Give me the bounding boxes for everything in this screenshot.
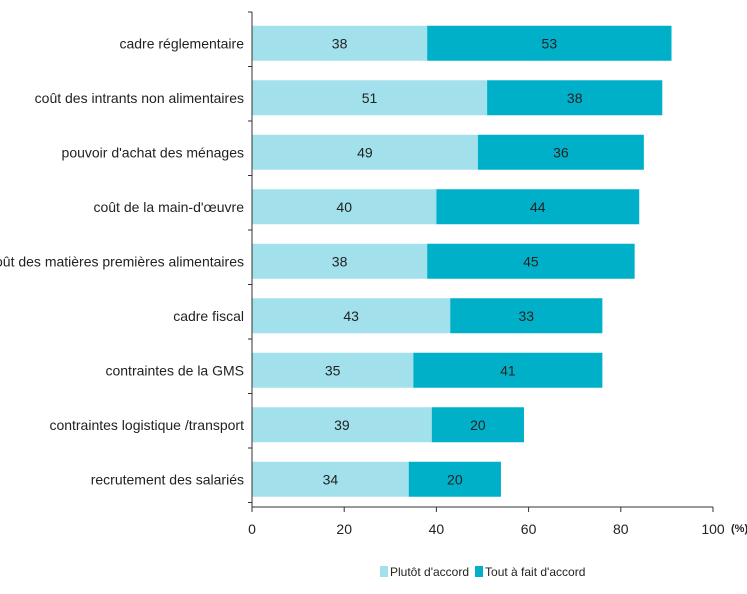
- bar-segment: [252, 134, 478, 170]
- bar-segment: [252, 298, 451, 334]
- bar-value-label: 38: [567, 90, 583, 106]
- bar-segment: [436, 189, 640, 225]
- bar-segment: [427, 25, 672, 61]
- bar-segment: [413, 352, 603, 388]
- bar-value-label: 44: [530, 199, 546, 215]
- category-label: coût des matières premières alimentaires: [0, 253, 244, 269]
- bar-segment: [252, 407, 432, 443]
- bar-value-label: 38: [332, 35, 348, 51]
- bar-segment: [252, 80, 488, 116]
- legend-swatch: [475, 566, 484, 577]
- category-label: coût de la main-d'œuvre: [93, 199, 244, 215]
- category-label: cadre réglementaire: [119, 35, 244, 51]
- axes: [248, 11, 713, 508]
- legend-swatch: [380, 566, 388, 577]
- x-unit-label: (%): [731, 523, 747, 535]
- bar-segment: [252, 189, 437, 225]
- bar-value-label: 20: [447, 471, 463, 487]
- bar-value-label: 45: [523, 253, 539, 269]
- bar-value-label: 41: [500, 362, 516, 378]
- bar-segment: [427, 243, 635, 279]
- category-label: coût des intrants non alimentaires: [35, 90, 244, 106]
- x-tick-label: 60: [521, 521, 537, 537]
- bar-value-label: 35: [325, 362, 341, 378]
- bar-segment: [408, 461, 501, 497]
- bar-segment: [487, 80, 663, 116]
- legend: Plutôt d'accord Tout à fait d'accord: [380, 565, 585, 579]
- bar-value-label: 51: [362, 90, 378, 106]
- bar-segment: [252, 25, 428, 61]
- bars: [252, 25, 672, 497]
- bar-segment: [477, 134, 644, 170]
- bar-value-label: 39: [334, 417, 350, 433]
- bar-segment: [252, 461, 409, 497]
- legend-label: Plutôt d'accord: [390, 565, 469, 579]
- x-tick-label: 100: [701, 521, 725, 537]
- bar-value-label: 36: [553, 144, 569, 160]
- bar-labels: 38 53 51 38 49 36 40 44 38 45 43 33 35 41 39 20 34 20: [323, 35, 583, 487]
- category-label: cadre fiscal: [173, 308, 244, 324]
- bar-value-label: 43: [343, 308, 359, 324]
- x-ticks: 0 20 40 60 80 100: [248, 507, 725, 537]
- bar-value-label: 53: [542, 35, 558, 51]
- x-tick-label: 80: [613, 521, 629, 537]
- category-label: recrutement des salariés: [91, 471, 244, 487]
- bar-segment: [252, 243, 428, 279]
- legend-label: Tout à fait d'accord: [485, 565, 585, 579]
- bar-value-label: 33: [519, 308, 535, 324]
- x-tick-label: 20: [336, 521, 352, 537]
- bar-value-label: 40: [336, 199, 352, 215]
- category-labels: cadre réglementaire coût des intrants non…: [0, 35, 244, 487]
- bar-value-label: 20: [470, 417, 486, 433]
- x-tick-label: 40: [429, 521, 445, 537]
- bar-value-label: 38: [332, 253, 348, 269]
- bar-segment: [252, 352, 414, 388]
- category-label: contraintes logistique /transport: [49, 417, 244, 433]
- bar-segment: [431, 407, 524, 443]
- bar-value-label: 49: [357, 144, 373, 160]
- bar-value-label: 34: [323, 471, 339, 487]
- category-label: pouvoir d'achat des ménages: [62, 144, 244, 160]
- bar-segment: [450, 298, 603, 334]
- x-tick-label: 0: [248, 521, 256, 537]
- category-label: contraintes de la GMS: [105, 362, 244, 378]
